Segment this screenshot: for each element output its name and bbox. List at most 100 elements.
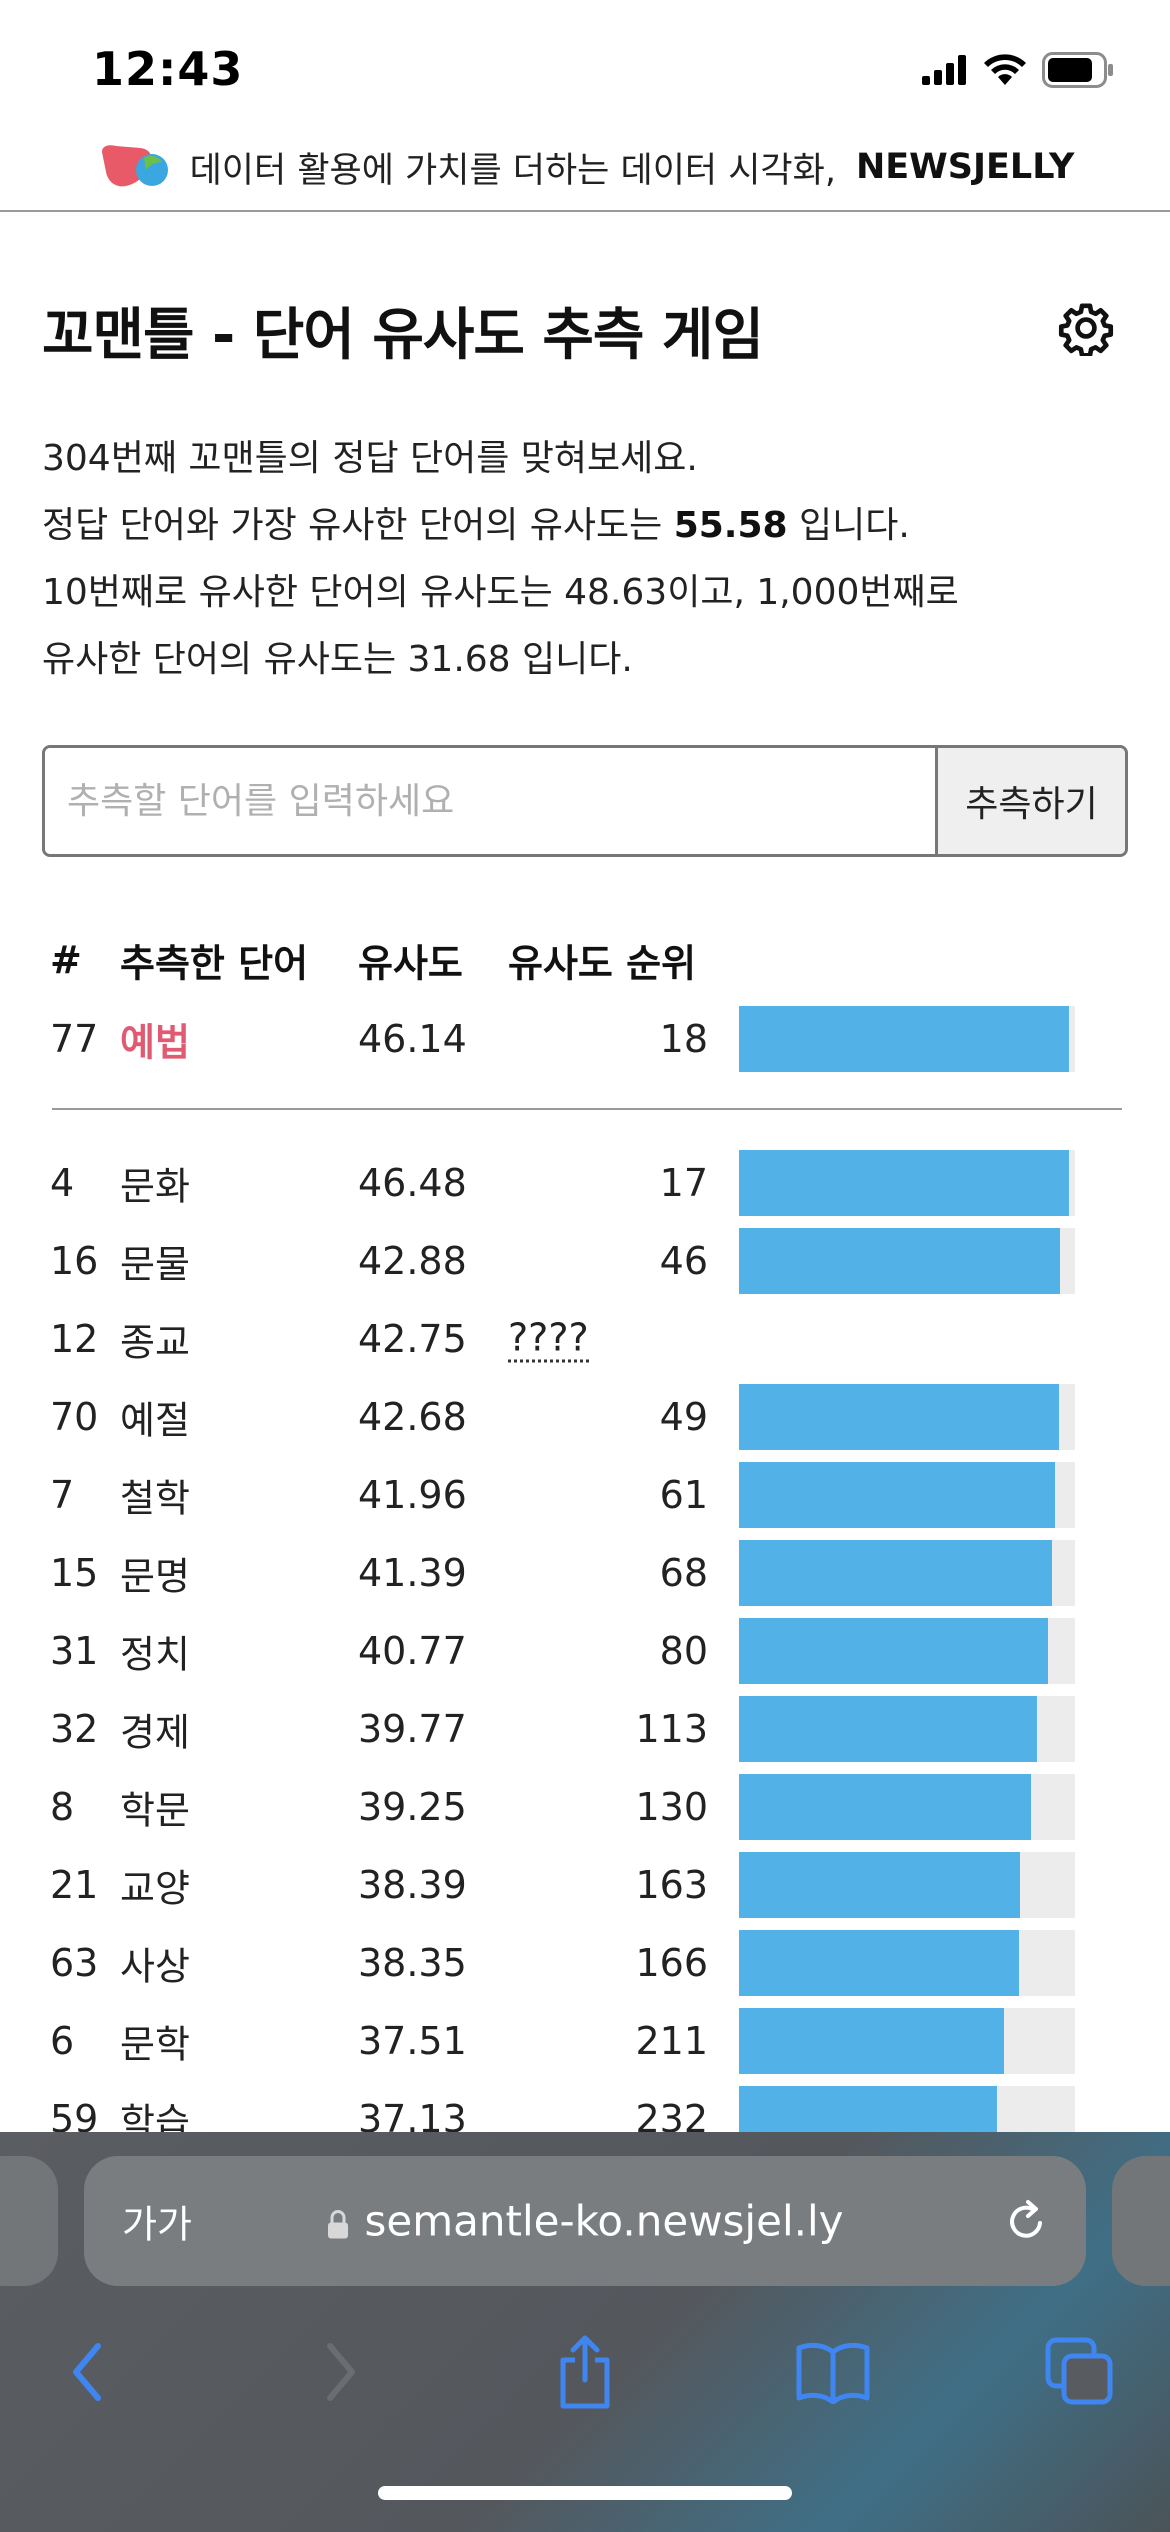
previous-tab[interactable] bbox=[0, 2156, 58, 2286]
table-row: 32 경제 39.77 113 bbox=[42, 1690, 1132, 1768]
guess-rank: 49 bbox=[659, 1395, 708, 1439]
proximity-bar bbox=[739, 1462, 1075, 1528]
proximity-bar bbox=[739, 1852, 1075, 1918]
share-icon bbox=[560, 2335, 610, 2409]
table-header: # 추측한 단어 유사도 유사도 순위 bbox=[42, 920, 1132, 1000]
home-indicator bbox=[378, 2486, 792, 2500]
header-similarity: 유사도 bbox=[358, 941, 463, 986]
share-button[interactable] bbox=[535, 2312, 635, 2432]
proximity-bar-fill bbox=[739, 1774, 1032, 1840]
guess-rank: 130 bbox=[635, 1785, 708, 1829]
bookmarks-button[interactable] bbox=[783, 2312, 883, 2432]
battery-icon bbox=[1042, 52, 1113, 88]
lock-icon bbox=[328, 2209, 349, 2238]
proximity-bar-fill bbox=[739, 1228, 1060, 1294]
guess-similarity: 46.48 bbox=[358, 1161, 467, 1205]
guess-word: 교양 bbox=[120, 1866, 190, 1911]
proximity-bar bbox=[739, 1006, 1075, 1072]
guess-word: 문물 bbox=[120, 1242, 190, 1287]
guess-rank: 46 bbox=[659, 1239, 708, 1283]
address-bar[interactable]: 가가 semantle-ko.newsjel.ly bbox=[84, 2156, 1086, 2286]
guess-button[interactable]: 추측하기 bbox=[935, 748, 1125, 854]
table-row: 21 교양 38.39 163 bbox=[42, 1846, 1132, 1924]
newsjelly-banner[interactable]: 데이터 활용에 가치를 더하는 데이터 시각화, NEWSJELLY bbox=[0, 124, 1170, 212]
guess-num: 70 bbox=[50, 1395, 99, 1439]
guess-rank: 17 bbox=[659, 1161, 708, 1205]
guess-rank: ???? bbox=[508, 1316, 589, 1363]
guess-num: 4 bbox=[50, 1161, 75, 1205]
chevron-left-icon bbox=[73, 2343, 101, 2401]
forward-button[interactable] bbox=[290, 2312, 390, 2432]
proximity-bar-fill bbox=[739, 1384, 1059, 1450]
guess-similarity: 41.96 bbox=[358, 1473, 467, 1517]
latest-num: 77 bbox=[50, 1017, 99, 1061]
page-settings-button[interactable]: 가가 bbox=[122, 2202, 192, 2247]
guess-table: # 추측한 단어 유사도 유사도 순위 77 예법 46.14 18 4 문화 46… bbox=[42, 920, 1132, 2158]
status-icons bbox=[922, 52, 1114, 88]
back-button[interactable] bbox=[38, 2312, 138, 2432]
header-num: # bbox=[50, 938, 82, 982]
guess-num: 31 bbox=[50, 1629, 99, 1673]
banner-text: 데이터 활용에 가치를 더하는 데이터 시각화, bbox=[189, 150, 836, 191]
table-row: 7 철학 41.96 61 bbox=[42, 1456, 1132, 1534]
header-rank: 유사도 순위 bbox=[508, 941, 697, 986]
guess-similarity: 41.39 bbox=[358, 1551, 467, 1595]
gear-icon[interactable] bbox=[1058, 300, 1114, 356]
proximity-bar bbox=[739, 1384, 1075, 1450]
guess-num: 15 bbox=[50, 1551, 99, 1595]
next-tab[interactable] bbox=[1112, 2156, 1170, 2286]
guess-num: 21 bbox=[50, 1863, 99, 1907]
top-similarity: 55.58 bbox=[673, 505, 788, 546]
proximity-bar bbox=[739, 2008, 1075, 2074]
guess-rank: 61 bbox=[659, 1473, 708, 1517]
guess-similarity: 42.88 bbox=[358, 1239, 467, 1283]
table-divider bbox=[52, 1108, 1122, 1110]
intro-line-1: 304번째 꼬맨틀의 정답 단어를 맞혀보세요. bbox=[42, 438, 698, 479]
guess-rank: 211 bbox=[635, 2019, 708, 2063]
guess-word: 철학 bbox=[120, 1476, 190, 1521]
url-text: semantle-ko.newsjel.ly bbox=[364, 2196, 844, 2246]
guess-rows: 4 문화 46.48 17 16 문물 42.88 46 12 종교 42.75???? 70 예절 42… bbox=[42, 1144, 1132, 2158]
book-icon bbox=[796, 2342, 870, 2404]
tabs-icon bbox=[1045, 2337, 1113, 2405]
tabs-button[interactable] bbox=[1030, 2312, 1130, 2432]
guess-similarity: 37.51 bbox=[358, 2019, 467, 2063]
table-row: 6 문학 37.51 211 bbox=[42, 2002, 1132, 2080]
guess-similarity: 39.25 bbox=[358, 1785, 467, 1829]
proximity-bar bbox=[739, 1618, 1075, 1684]
guess-word: 문화 bbox=[120, 1164, 190, 1209]
guess-similarity: 38.39 bbox=[358, 1863, 467, 1907]
guess-input[interactable] bbox=[45, 748, 935, 854]
guess-word: 예절 bbox=[120, 1398, 190, 1443]
table-row: 12 종교 42.75???? bbox=[42, 1300, 1132, 1378]
banner-brand: NEWSJELLY bbox=[855, 147, 1075, 187]
proximity-bar-fill bbox=[739, 1852, 1021, 1918]
table-row: 70 예절 42.68 49 bbox=[42, 1378, 1132, 1456]
guess-similarity: 38.35 bbox=[358, 1941, 467, 1985]
proximity-bar-fill bbox=[739, 1540, 1053, 1606]
latest-rank: 18 bbox=[659, 1017, 708, 1061]
browser-bottom-bar: 가가 semantle-ko.newsjel.ly bbox=[0, 2132, 1170, 2532]
proximity-bar bbox=[739, 1150, 1075, 1216]
intro-line-2: 정답 단어와 가장 유사한 단어의 유사도는 55.58 입니다. bbox=[42, 505, 910, 546]
guess-similarity: 40.77 bbox=[358, 1629, 467, 1673]
guess-num: 16 bbox=[50, 1239, 99, 1283]
guess-word: 문학 bbox=[120, 2022, 190, 2067]
chevron-right-icon bbox=[327, 2343, 355, 2401]
wifi-icon bbox=[984, 54, 1026, 85]
proximity-bar bbox=[739, 1774, 1075, 1840]
guess-similarity: 42.68 bbox=[358, 1395, 467, 1439]
guess-word: 경제 bbox=[120, 1710, 190, 1755]
guess-num: 63 bbox=[50, 1941, 99, 1985]
proximity-bar-fill bbox=[739, 1618, 1049, 1684]
table-row: 63 사상 38.35 166 bbox=[42, 1924, 1132, 2002]
proximity-bar-fill bbox=[739, 2008, 1005, 2074]
proximity-bar-fill bbox=[739, 1006, 1069, 1072]
reload-icon[interactable] bbox=[1002, 2197, 1050, 2245]
guess-rank: 80 bbox=[659, 1629, 708, 1673]
intro-text: 304번째 꼬맨틀의 정답 단어를 맞혀보세요. 정답 단어와 가장 유사한 단… bbox=[42, 425, 1132, 693]
cellular-signal-icon bbox=[922, 55, 966, 85]
guess-similarity: 42.75 bbox=[358, 1317, 467, 1361]
guess-form: 추측하기 bbox=[42, 745, 1128, 857]
latest-similarity: 46.14 bbox=[358, 1017, 467, 1061]
